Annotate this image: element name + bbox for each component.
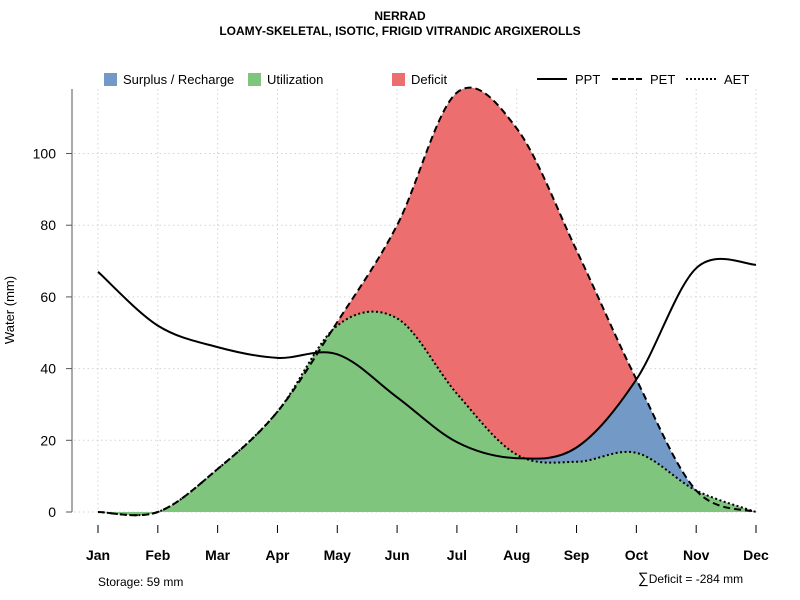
deficit-swatch — [392, 72, 405, 86]
x-tick-label: Dec — [743, 547, 769, 563]
y-tick-label: 60 — [40, 289, 56, 305]
deficit-note: ∑Deficit = -284 mm — [638, 570, 743, 587]
x-tick-label: Aug — [503, 547, 530, 563]
legend-deficit: Deficit — [392, 71, 447, 87]
ticks: 0 20 40 60 80 100 Jan Feb Mar Apr May Jun Jul Aug Sep O… — [33, 146, 769, 563]
legend-deficit-label: Deficit — [411, 71, 448, 87]
y-tick-label: 20 — [40, 432, 56, 448]
storage-note: Storage: 59 mm — [98, 575, 184, 589]
legend-utilization: Utilization — [248, 71, 323, 87]
pet-line-key — [612, 78, 642, 80]
x-tick-label: Nov — [683, 547, 710, 563]
ppt-line — [97, 257, 757, 460]
x-tick-label: Sep — [564, 547, 590, 563]
y-tick-label: 100 — [33, 146, 57, 162]
legend-utilization-label: Utilization — [267, 71, 324, 87]
x-tick-label: Mar — [205, 547, 230, 563]
legend-surplus: Surplus / Recharge — [104, 71, 234, 87]
legend-ppt: PPT — [537, 71, 600, 87]
series-lines — [97, 86, 757, 517]
sum-icon: ∑ — [638, 570, 649, 587]
y-tick-label: 40 — [40, 361, 56, 377]
deficit-area — [98, 87, 756, 459]
legend-pet-label: PET — [650, 71, 676, 87]
surplus-swatch — [104, 72, 117, 86]
aet-line-key — [686, 78, 716, 80]
y-tick-label: 0 — [48, 504, 56, 520]
ppt-line-key — [537, 78, 567, 80]
x-tick-label: Jul — [447, 547, 467, 563]
legend-pet: PET — [612, 71, 675, 87]
legend-aet: AET — [686, 71, 749, 87]
x-tick-label: Apr — [265, 547, 290, 563]
deficit-total: Deficit = -284 mm — [648, 572, 744, 586]
x-tick-label: May — [324, 547, 351, 563]
y-axis-label: Water (mm) — [2, 276, 17, 344]
y-tick-label: 80 — [40, 217, 56, 233]
x-tick-label: Jan — [86, 547, 110, 563]
legend-ppt-label: PPT — [575, 71, 601, 87]
legend-aet-label: AET — [724, 71, 750, 87]
x-tick-label: Oct — [625, 547, 649, 563]
utilization-area — [98, 311, 756, 516]
utilization-swatch — [248, 72, 261, 86]
x-tick-label: Jun — [385, 547, 410, 563]
chart-subtitle: LOAMY-SKELETAL, ISOTIC, FRIGID VITRANDIC… — [219, 24, 581, 38]
x-tick-label: Feb — [145, 547, 170, 563]
chart-title: NERRAD — [374, 9, 426, 23]
areas — [98, 87, 756, 516]
legend-surplus-label: Surplus / Recharge — [123, 71, 235, 87]
pet-line — [97, 86, 757, 517]
